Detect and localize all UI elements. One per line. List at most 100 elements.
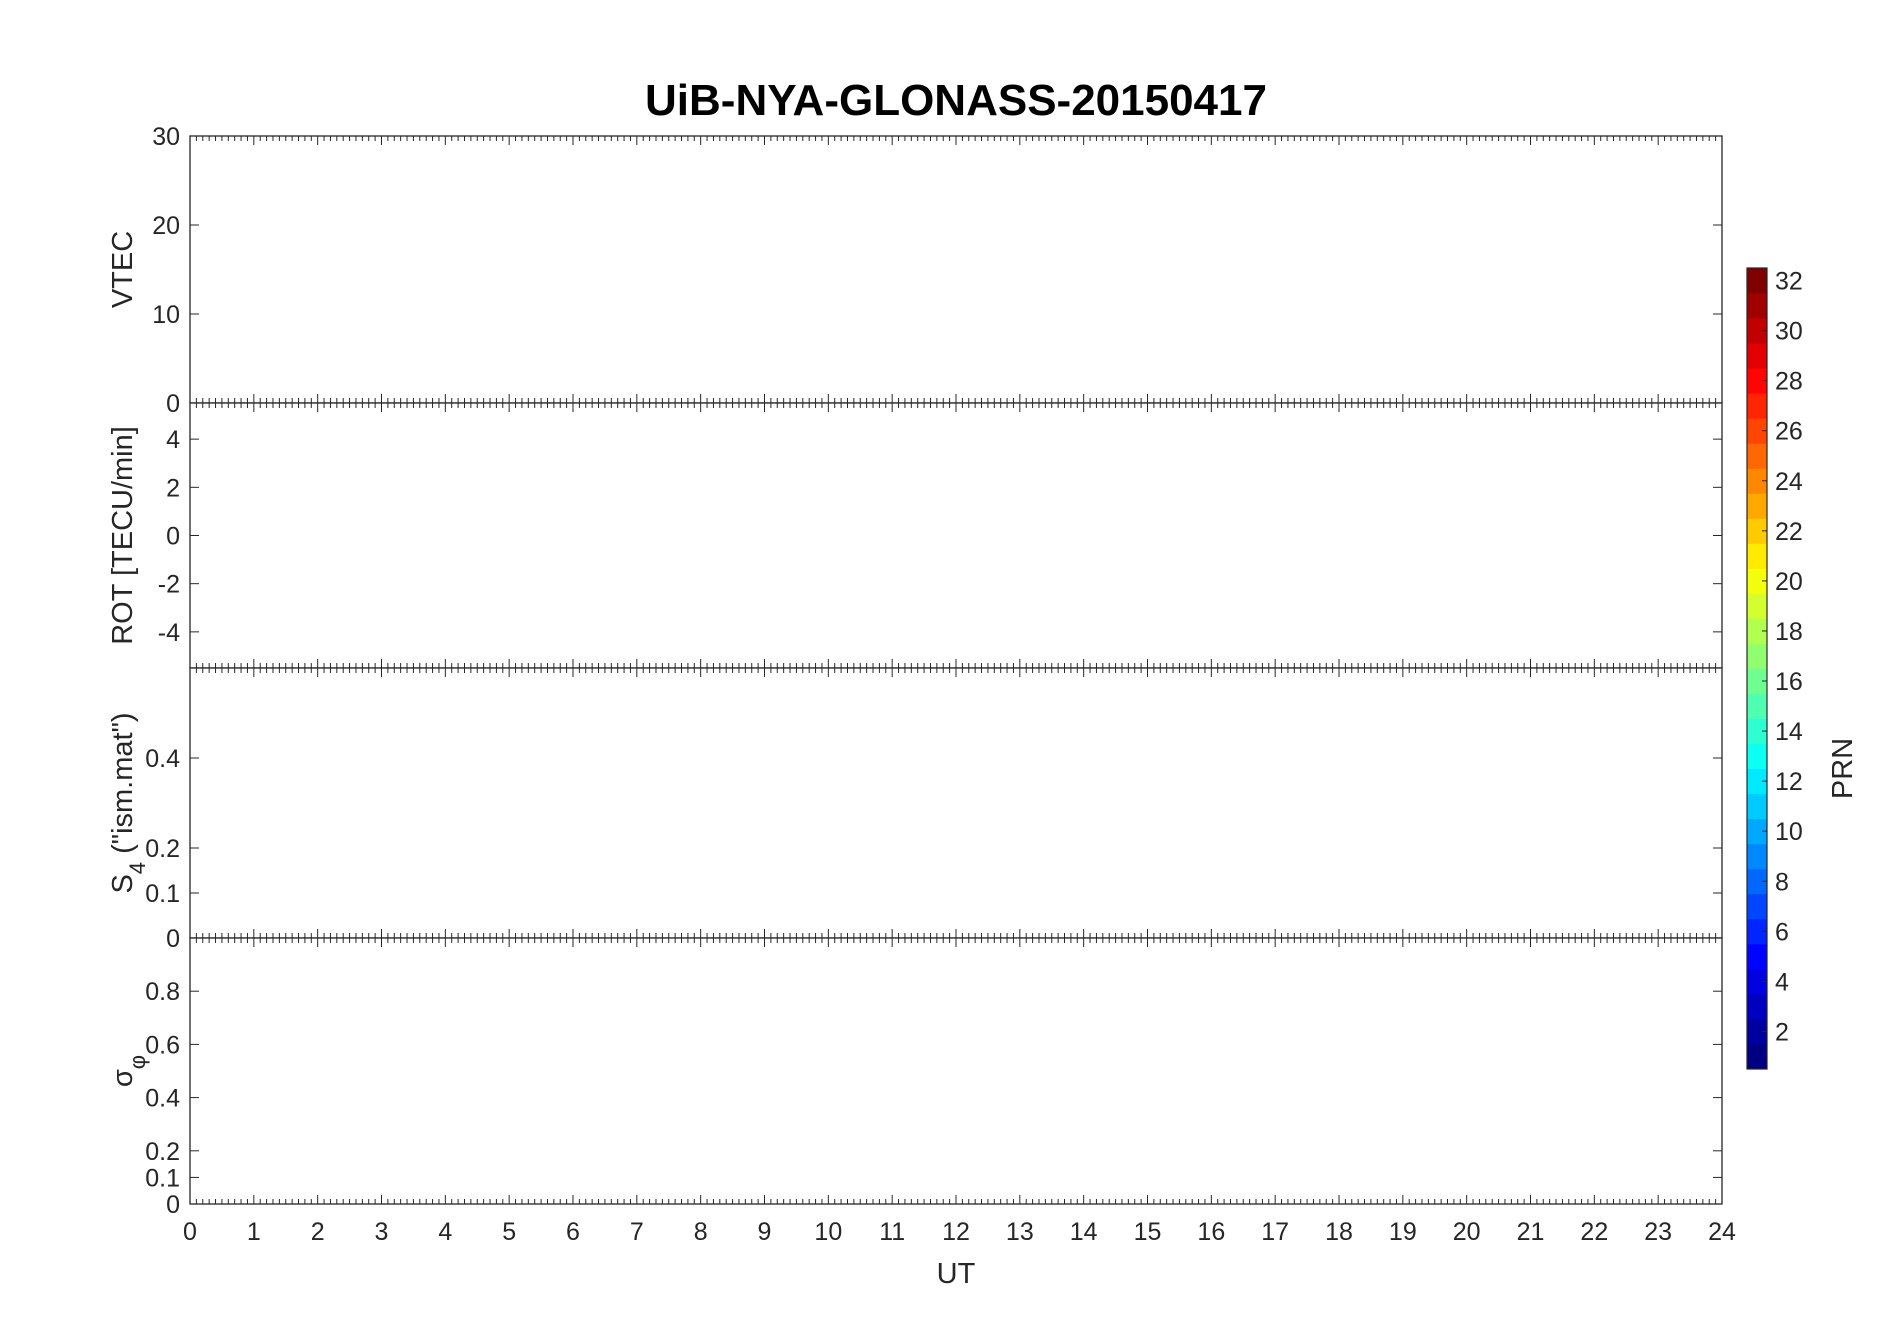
- colorbar-segment: [1747, 743, 1767, 770]
- colorbar-tick-label: 12: [1775, 768, 1803, 796]
- x-tick-label: 10: [814, 1218, 842, 1246]
- colorbar-tick-label: 20: [1775, 568, 1803, 596]
- x-tick-label: 22: [1580, 1218, 1608, 1246]
- colorbar-segment: [1747, 343, 1767, 369]
- x-tick-label: 24: [1708, 1218, 1736, 1246]
- x-tick-label: 19: [1389, 1218, 1417, 1246]
- colorbar-tick-label: 8: [1775, 868, 1789, 896]
- x-tick-label: 8: [694, 1218, 708, 1246]
- colorbar-segment: [1747, 843, 1767, 870]
- x-axis-label: UT: [937, 1258, 976, 1290]
- y-tick-label: 2: [166, 474, 180, 502]
- colorbar-segment: [1747, 1043, 1767, 1070]
- x-tick-label: 23: [1644, 1218, 1672, 1246]
- y-tick-label: 20: [152, 212, 180, 240]
- y-tick-label: -4: [158, 619, 180, 647]
- colorbar-segment: [1747, 493, 1767, 519]
- colorbar-tick-label: 6: [1775, 918, 1789, 946]
- y-tick-label: 0.4: [145, 745, 180, 773]
- y-tick-label: 0: [166, 925, 180, 953]
- x-tick-label: 7: [630, 1218, 644, 1246]
- colorbar-tick-label: 10: [1775, 818, 1803, 846]
- x-tick-label: 9: [758, 1218, 772, 1246]
- x-tick-label: 17: [1261, 1218, 1289, 1246]
- colorbar-segment: [1747, 993, 1767, 1020]
- x-tick-label: 6: [566, 1218, 580, 1246]
- y-tick-label: 0: [166, 390, 180, 418]
- colorbar-segment: [1747, 943, 1767, 970]
- colorbar-segment: [1747, 818, 1767, 845]
- panel-rot-ticks: [189, 403, 1723, 668]
- colorbar-tick-label: 14: [1775, 718, 1803, 746]
- x-tick-label: 16: [1197, 1218, 1225, 1246]
- panel-s4: 0 0.1 0.2 0.4S4 ("ism.mat"): [107, 667, 1723, 953]
- x-tick-label: 14: [1070, 1218, 1098, 1246]
- colorbar-tick-label: 26: [1775, 418, 1803, 446]
- panel-s4-ticks: [189, 668, 1723, 939]
- colorbar-segment: [1747, 643, 1767, 669]
- x-tick-label: 13: [1006, 1218, 1034, 1246]
- colorbar-segment: [1747, 268, 1767, 294]
- panel-vtec-ylabel: VTEC: [107, 231, 139, 308]
- colorbar-segment: [1747, 668, 1767, 695]
- panel-sigma-ylabel: σφ: [107, 1055, 150, 1087]
- colorbar-segment: [1747, 768, 1767, 795]
- colorbar-tick-label: 4: [1775, 968, 1789, 996]
- panel-sigma-ticks: [189, 938, 1723, 1205]
- panel-vtec-frame: [189, 135, 1723, 404]
- colorbar-tick-label: 24: [1775, 468, 1803, 496]
- panel-rot-ylabel: ROT [TECU/min]: [107, 426, 139, 645]
- x-tick-label: 3: [375, 1218, 389, 1246]
- x-tick-label: 18: [1325, 1218, 1353, 1246]
- colorbar-tick-label: 30: [1775, 318, 1803, 346]
- colorbar-segment: [1747, 418, 1767, 444]
- x-tick-label: 12: [942, 1218, 970, 1246]
- panel-rot-frame: [189, 402, 1723, 669]
- colorbar-segment: [1747, 568, 1767, 594]
- y-tick-label: 0.4: [145, 1085, 180, 1113]
- y-tick-label: 0.2: [145, 835, 180, 863]
- colorbar-segment: [1747, 693, 1767, 720]
- panel-sigma: 00.10.2 0.4 0.6 0.8 σφ: [107, 937, 1723, 1219]
- colorbar-segment: [1747, 868, 1767, 895]
- panel-sigma-frame: [189, 937, 1723, 1205]
- colorbar-tick-label: 2: [1775, 1018, 1789, 1046]
- x-tick-label: 5: [502, 1218, 516, 1246]
- x-tick-label: 0: [183, 1218, 197, 1246]
- colorbar-segment: [1747, 718, 1767, 745]
- colorbar-label: PRN: [1827, 738, 1859, 799]
- colorbar-segment: [1747, 393, 1767, 419]
- chart-title: UiB-NYA-GLONASS-20150417: [645, 76, 1267, 125]
- colorbar-segment: [1747, 293, 1767, 319]
- colorbar-segment: [1747, 443, 1767, 469]
- colorbar-segment: [1747, 1018, 1767, 1045]
- y-tick-label: 10: [152, 301, 180, 329]
- y-tick-label: 0.2: [145, 1138, 180, 1166]
- colorbar-segment: [1747, 468, 1767, 494]
- x-tick-label: 15: [1134, 1218, 1162, 1246]
- y-tick-label: 0.8: [145, 978, 180, 1006]
- panel-vtec: 0 10 20 30 VTEC: [107, 123, 1723, 418]
- colorbar-tick-label: 32: [1775, 268, 1803, 296]
- y-tick-label: 30: [152, 123, 180, 151]
- colorbar-segment: [1747, 543, 1767, 569]
- x-tick-label: 20: [1453, 1218, 1481, 1246]
- colorbar-segment: [1747, 518, 1767, 544]
- colorbar-segment: [1747, 918, 1767, 945]
- y-tick-label: 0: [166, 1191, 180, 1219]
- colorbar-segment: [1747, 593, 1767, 619]
- y-tick-label: 4: [166, 426, 180, 454]
- x-tick-labels: 0 1 2 3 4 5 6 7 8 9 10 11 12 13 14 15 16 17 18 19 20 21 22 23 24: [183, 1218, 1736, 1246]
- colorbar-frame: [1746, 267, 1768, 1070]
- y-tick-label: 0.1: [145, 880, 180, 908]
- y-tick-label: 0.6: [145, 1031, 180, 1059]
- colorbar-segment: [1747, 318, 1767, 344]
- colorbar-tick-label: 16: [1775, 668, 1803, 696]
- y-tick-label: -2: [158, 571, 180, 599]
- x-tick-label: 1: [247, 1218, 261, 1246]
- colorbar-tick-label: 28: [1775, 368, 1803, 396]
- x-tick-label: 4: [438, 1218, 452, 1246]
- y-tick-label: 0.1: [145, 1164, 180, 1192]
- x-tick-label: 11: [879, 1218, 905, 1246]
